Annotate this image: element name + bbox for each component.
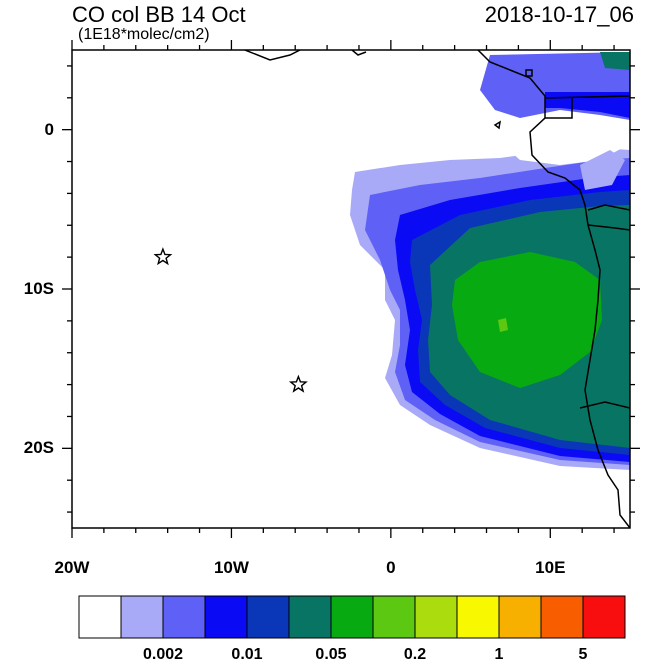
x-tick-label: 0 [386,558,396,577]
colorbar-label: 0.01 [231,646,263,663]
colorbar-swatch [78,595,122,639]
markers [153,247,308,393]
plume-gulf [580,150,625,190]
coastline [244,50,630,528]
star-marker-1 [153,247,173,266]
colorbar-swatch [498,595,542,639]
y-tick-label: 20S [23,438,54,458]
plume-north-teal [600,52,630,70]
x-tick-label: 10W [213,558,249,577]
colorbar-swatch [456,595,500,639]
star-marker-2 [288,374,308,393]
colorbar-label: 1 [494,646,504,663]
x-tick-label: 10E [535,558,566,577]
colorbar-swatch [162,595,206,639]
colorbar-label: 0.05 [315,646,347,663]
axis-ticks [62,40,640,538]
colorbar-label: 0.002 [142,646,184,663]
colorbar-swatch [414,595,458,639]
colorbar-swatch [330,595,374,639]
units-label: (1E18*molec/cm2) [78,26,210,43]
colorbar-swatch [246,595,290,639]
y-tick-label: 0 [44,119,54,139]
colorbar-swatch [582,595,626,639]
border-3 [587,204,630,211]
coast-island [493,120,502,130]
colorbar-swatch [288,595,332,639]
border-5 [579,401,630,409]
coast-top2 [351,50,367,56]
plume-north-dark [545,92,630,118]
plume-02 [498,318,508,332]
colorbar-swatch [204,595,248,639]
colorbar-label: 0.2 [403,646,427,663]
coast-island2 [525,69,533,77]
colorbar-swatch [120,595,164,639]
y-tick-label: 10S [23,279,54,298]
colorbar [78,595,626,639]
colorbar-label: 5 [578,646,588,663]
coast-top [244,50,301,61]
x-tick-label: 20W [54,558,90,577]
timestamp-label: 2018-10-17_06 [484,2,634,27]
plume-layer [350,52,630,470]
map-title: CO col BB 14 Oct [72,2,246,27]
border-2 [545,98,573,119]
clear-region [500,108,630,165]
border-4 [587,224,630,231]
colorbar-swatch [372,595,416,639]
plume-01 [452,252,602,388]
colorbar-swatch [540,595,584,639]
border-1 [544,95,630,99]
